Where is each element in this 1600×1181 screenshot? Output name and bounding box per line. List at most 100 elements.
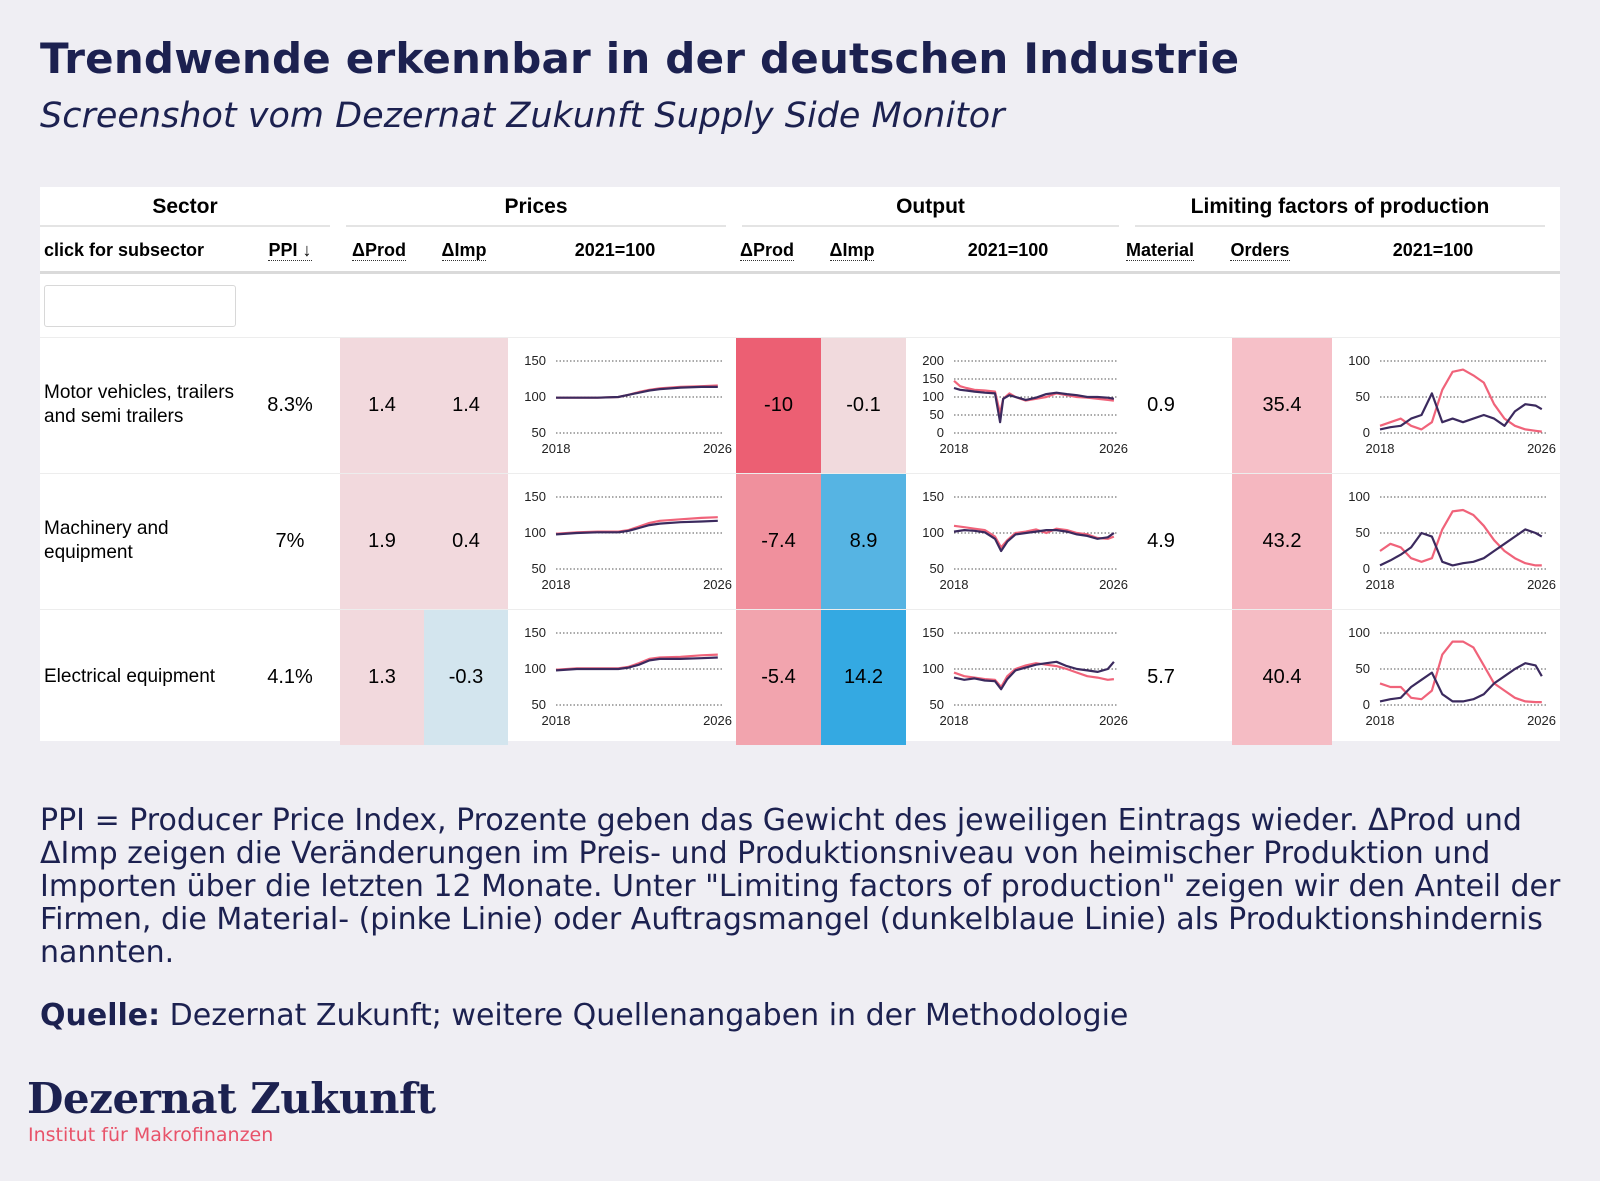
series-line-pink (555, 516, 718, 535)
x-tick-label: 2018 (1366, 713, 1395, 728)
y-tick-label: 100 (524, 525, 546, 540)
sparkline-chart-output: 0 50 100 150 200 2018 2026 (922, 353, 1128, 456)
x-tick-label: 2018 (940, 441, 969, 456)
output-dprod-cell: -5.4 (736, 610, 821, 745)
series-line-darkblue (1379, 528, 1543, 567)
supply-side-monitor-table: Sector Prices Output Limiting factors of… (40, 187, 1560, 745)
y-tick-label: 50 (930, 561, 944, 576)
sector-filter-input[interactable] (44, 285, 236, 327)
y-tick-label: 0 (937, 425, 944, 440)
source-line: Quelle: Dezernat Zukunft; weitere Quelle… (40, 998, 1128, 1033)
x-tick-label: 2026 (703, 577, 732, 592)
material-sort-header[interactable]: Material (1125, 240, 1195, 261)
group-header-output: Output (896, 195, 965, 218)
series-line-pink (1379, 508, 1542, 567)
series-line-pink (555, 653, 718, 671)
row-divider (40, 337, 1560, 338)
subheader-sector: click for subsector (44, 240, 205, 260)
y-tick-label: 150 (922, 625, 944, 640)
sparkline-chart-limiting: 0 50 100 2018 2026 (1348, 353, 1556, 456)
group-underline (742, 225, 1119, 227)
y-tick-label: 0 (1363, 697, 1370, 712)
group-underline (1135, 225, 1545, 227)
x-tick-label: 2018 (940, 577, 969, 592)
sparkline-chart-limiting: 0 50 100 2018 2026 (1348, 489, 1556, 592)
group-header-prices: Prices (504, 195, 568, 218)
y-tick-label: 150 (922, 489, 944, 504)
y-tick-label: 150 (922, 371, 944, 386)
series-line-pink (953, 662, 1115, 689)
sector-name-cell[interactable]: Electrical equipment (44, 666, 216, 687)
y-tick-label: 0 (1363, 425, 1370, 440)
dezernat-zukunft-logo: Dezernat Zukunft (27, 1074, 436, 1123)
y-tick-label: 50 (1356, 661, 1370, 676)
sparkline-chart-prices: 50 100 150 2018 2026 (524, 489, 732, 592)
sector-name-cell[interactable]: Motor vehicles, trailers and semi traile… (44, 382, 235, 427)
output-dprod-cell: -7.4 (736, 474, 821, 609)
x-tick-label: 2018 (542, 441, 571, 456)
series-line-darkblue (1379, 392, 1543, 431)
x-tick-label: 2026 (1099, 577, 1128, 592)
x-tick-label: 2026 (1527, 441, 1556, 456)
series-line-pink (1379, 640, 1542, 704)
prices-dimp-cell: 0.4 (424, 474, 508, 609)
orders-cell: 40.4 (1232, 610, 1332, 745)
row-divider (40, 473, 1560, 474)
sparkline-chart-prices: 50 100 150 2018 2026 (524, 625, 732, 728)
sparkline-chart-output: 50 100 150 2018 2026 (922, 489, 1128, 592)
y-tick-label: 150 (524, 625, 546, 640)
sparkline-chart-output: 50 100 150 2018 2026 (922, 625, 1128, 728)
series-line-darkblue (555, 519, 718, 536)
subheader-output-index: 2021=100 (967, 240, 1049, 260)
source-label: Quelle: (40, 998, 161, 1033)
prices-dimp-sort-header[interactable]: ΔImp (441, 240, 487, 261)
ppi-cell: 8.3% (267, 394, 313, 416)
y-tick-label: 100 (922, 661, 944, 676)
x-tick-label: 2026 (1099, 441, 1128, 456)
row-divider (40, 609, 1560, 610)
series-line-pink (1379, 368, 1542, 433)
x-tick-label: 2026 (1527, 713, 1556, 728)
x-tick-label: 2018 (1366, 441, 1395, 456)
source-text: Dezernat Zukunft; weitere Quellenangaben… (160, 998, 1129, 1033)
prices-dprod-cell: 1.9 (340, 474, 424, 609)
series-line-darkblue (953, 528, 1115, 553)
orders-cell: 35.4 (1232, 338, 1332, 473)
output-dimp-cell: 14.2 (821, 610, 906, 745)
sparkline-chart-prices: 50 100 150 2018 2026 (524, 353, 732, 456)
y-tick-label: 0 (1363, 561, 1370, 576)
output-dimp-sort-header[interactable]: ΔImp (829, 240, 875, 261)
x-tick-label: 2026 (703, 441, 732, 456)
y-tick-label: 200 (922, 353, 944, 368)
x-tick-label: 2026 (1527, 577, 1556, 592)
x-tick-label: 2026 (703, 713, 732, 728)
y-tick-label: 100 (524, 389, 546, 404)
group-underline (346, 225, 726, 227)
series-line-darkblue (953, 660, 1115, 691)
output-dimp-cell: 8.9 (821, 474, 906, 609)
series-line-darkblue (953, 386, 1115, 424)
page-title: Trendwende erkennbar in der deutschen In… (40, 34, 1240, 83)
prices-dprod-sort-header[interactable]: ΔProd (352, 240, 406, 261)
output-dimp-cell: -0.1 (821, 338, 906, 473)
header-divider (40, 271, 1560, 274)
output-dprod-sort-header[interactable]: ΔProd (740, 240, 794, 261)
group-header-limiting-factors: Limiting factors of production (1190, 195, 1490, 218)
y-tick-label: 50 (1356, 389, 1370, 404)
material-cell: 0.9 (1147, 394, 1175, 416)
y-tick-label: 100 (922, 389, 944, 404)
x-tick-label: 2018 (542, 713, 571, 728)
sector-name-cell[interactable]: Machinery and equipment (44, 518, 169, 563)
group-header-sector: Sector (152, 195, 218, 218)
y-tick-label: 150 (524, 489, 546, 504)
ppi-cell: 4.1% (267, 666, 313, 688)
y-tick-label: 50 (930, 697, 944, 712)
orders-cell: 43.2 (1232, 474, 1332, 609)
subheader-limiting-index: 2021=100 (1392, 240, 1474, 260)
orders-sort-header[interactable]: Orders (1230, 240, 1290, 261)
y-tick-label: 100 (1348, 625, 1370, 640)
ppi-sort-header[interactable]: PPI ↓ (268, 240, 312, 261)
series-line-darkblue (1379, 662, 1543, 703)
prices-dprod-cell: 1.3 (340, 610, 424, 745)
material-cell: 5.7 (1147, 666, 1175, 688)
